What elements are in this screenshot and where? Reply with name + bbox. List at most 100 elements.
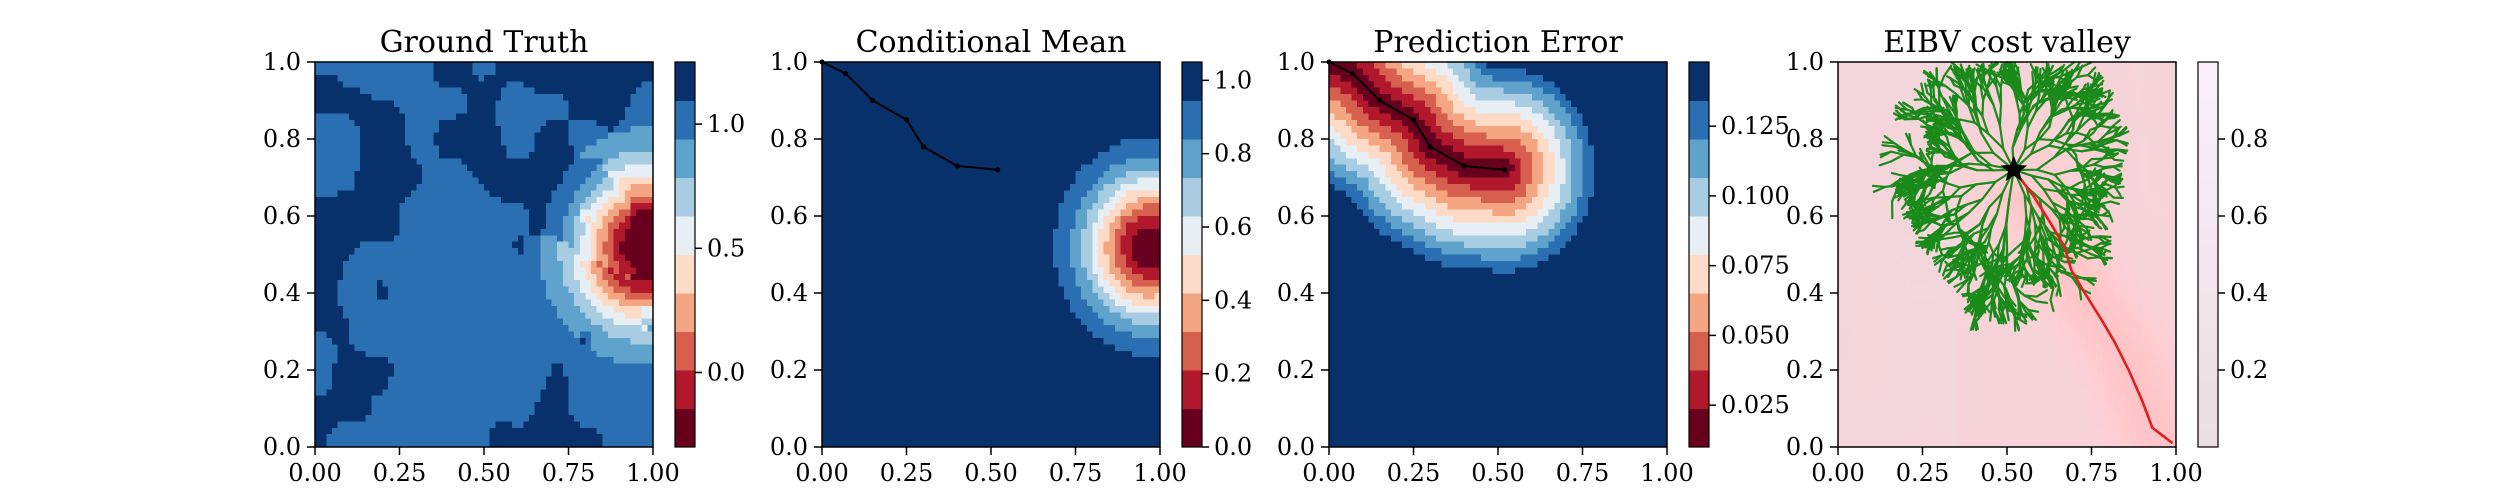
colorbar-swatch-0-8 [675,100,695,140]
colorbar-swatch-3-19 [2198,254,2218,265]
best-path-3 [2012,169,2174,445]
y-tick-label-1-0: 0.0 [770,433,808,461]
x-tick-label-2-3: 0.75 [1556,459,1609,487]
y-tick-label-3-4: 0.8 [1786,125,1824,153]
colorbar-swatch-3-26 [2198,187,2218,198]
colorbar-swatch-2-4 [1689,254,1709,294]
colorbar-swatch-1-0 [1182,408,1202,448]
colorbar-tick-label-3-1: 0.4 [2230,279,2268,307]
y-tick-label-2-2: 0.4 [1277,279,1315,307]
colorbar-tick-label-2-0: 0.025 [1721,391,1790,419]
y-tick-label-2-5: 1.0 [1277,48,1315,76]
colorbar-swatch-3-9 [2198,350,2218,361]
y-tick-label-1-4: 0.8 [770,125,808,153]
colorbar-swatch-2-5 [1689,216,1709,256]
colorbar-tick-label-2-1: 0.050 [1721,321,1790,349]
colorbar-swatch-1-2 [1182,331,1202,371]
heatmap-0 [315,62,654,448]
colorbar-tick-label-0-2: 1.0 [707,110,745,138]
colorbar-swatch-3-31 [2198,139,2218,150]
y-tick-label-3-0: 0.0 [1786,433,1824,461]
x-tick-label-3-3: 0.75 [2065,459,2118,487]
colorbar-swatch-3-30 [2198,148,2218,159]
y-tick-label-0-5: 1.0 [263,48,301,76]
survey-waypoint-1-2 [870,98,876,103]
colorbar-tick-label-2-3: 0.100 [1721,182,1790,210]
y-tick-label-3-1: 0.2 [1786,356,1824,384]
x-tick-label-1-4: 1.00 [1133,459,1186,487]
y-tick-label-2-3: 0.6 [1277,202,1315,230]
colorbar-swatch-3-17 [2198,273,2218,284]
x-tick-label-2-1: 0.25 [1387,459,1440,487]
colorbar-swatch-2-1 [1689,370,1709,410]
y-tick-label-3-2: 0.4 [1786,279,1824,307]
y-tick-label-1-1: 0.2 [770,356,808,384]
colorbar-swatch-3-35 [2198,100,2218,111]
colorbar-tick-label-3-3: 0.8 [2230,125,2268,153]
colorbar-swatch-0-4 [675,254,695,294]
colorbar-tick-label-0-0: 0.0 [707,358,745,386]
y-tick-label-2-0: 0.0 [1277,433,1315,461]
x-tick-label-3-2: 0.50 [1980,459,2033,487]
colorbar-swatch-2-0 [1689,408,1709,448]
x-tick-label-1-3: 0.75 [1049,459,1102,487]
colorbar-swatch-3-15 [2198,293,2218,304]
survey-waypoint-2-5 [1461,163,1467,169]
survey-waypoint-2-4 [1427,144,1433,150]
colorbar-swatch-0-9 [675,62,695,102]
colorbar-swatch-3-24 [2198,206,2218,217]
colorbar-swatch-0-3 [675,293,695,333]
colorbar-swatch-3-38 [2198,71,2218,82]
colorbar-swatch-1-6 [1182,177,1202,217]
survey-waypoint-1-6 [995,167,1001,173]
y-tick-label-3-3: 0.6 [1786,202,1824,230]
colorbar-swatch-3-16 [2198,283,2218,294]
colorbar-swatch-3-11 [2198,331,2218,342]
colorbar-tick-label-3-2: 0.6 [2230,202,2268,230]
colorbar-swatch-3-18 [2198,264,2218,275]
colorbar-swatch-3-4 [2198,398,2218,410]
y-tick-label-3-5: 1.0 [1786,48,1824,76]
colorbar-swatch-2-6 [1689,177,1709,217]
y-tick-label-0-0: 0.0 [263,433,301,461]
colorbar-swatch-3-27 [2198,177,2218,188]
y-tick-label-0-2: 0.4 [263,279,301,307]
colorbar-swatch-1-7 [1182,139,1202,179]
colorbar-tick-label-1-2: 0.4 [1214,286,1252,314]
colorbar-swatch-0-7 [675,139,695,179]
x-tick-label-3-1: 0.25 [1896,459,1949,487]
colorbar-swatch-2-8 [1689,100,1709,140]
rrt-tree-3 [1871,61,2130,332]
colorbar-swatch-3-34 [2198,110,2218,121]
colorbar-swatch-0-6 [675,177,695,217]
colorbar-swatch-3-7 [2198,370,2218,381]
colorbar-swatch-3-3 [2198,408,2218,419]
colorbar-swatch-0-2 [675,331,695,371]
x-tick-label-0-4: 1.00 [626,459,679,487]
colorbar-swatch-3-36 [2198,90,2218,102]
colorbar-swatch-3-32 [2198,129,2218,140]
x-tick-label-0-1: 0.25 [373,459,426,487]
y-tick-label-0-4: 0.8 [263,125,301,153]
colorbar-swatch-3-1 [2198,427,2218,438]
x-tick-label-0-3: 0.75 [542,459,595,487]
survey-waypoint-2-6 [1502,167,1508,173]
colorbar-swatch-2-9 [1689,62,1709,102]
survey-waypoint-2-2 [1377,98,1383,103]
survey-waypoint-1-4 [920,144,926,150]
panel-title-0: Ground Truth [380,25,589,60]
colorbar-tick-label-1-4: 0.8 [1214,140,1252,168]
y-tick-label-1-5: 1.0 [770,48,808,76]
colorbar-swatch-0-1 [675,370,695,410]
colorbar-swatch-3-13 [2198,312,2218,323]
y-tick-label-2-4: 0.8 [1277,125,1315,153]
x-tick-label-2-2: 0.50 [1471,459,1524,487]
colorbar-swatch-1-3 [1182,293,1202,333]
panel-title-3: EIBV cost valley [1883,25,2131,60]
survey-waypoint-2-3 [1411,117,1416,123]
colorbar-swatch-1-4 [1182,254,1202,294]
start-marker-3 [2000,155,2028,182]
colorbar-tick-label-1-0: 0.0 [1214,433,1252,461]
colorbar-swatch-3-2 [2198,418,2218,429]
y-tick-label-1-3: 0.6 [770,202,808,230]
